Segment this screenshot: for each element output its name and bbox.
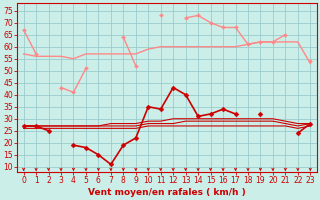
X-axis label: Vent moyen/en rafales ( km/h ): Vent moyen/en rafales ( km/h )	[88, 188, 246, 197]
